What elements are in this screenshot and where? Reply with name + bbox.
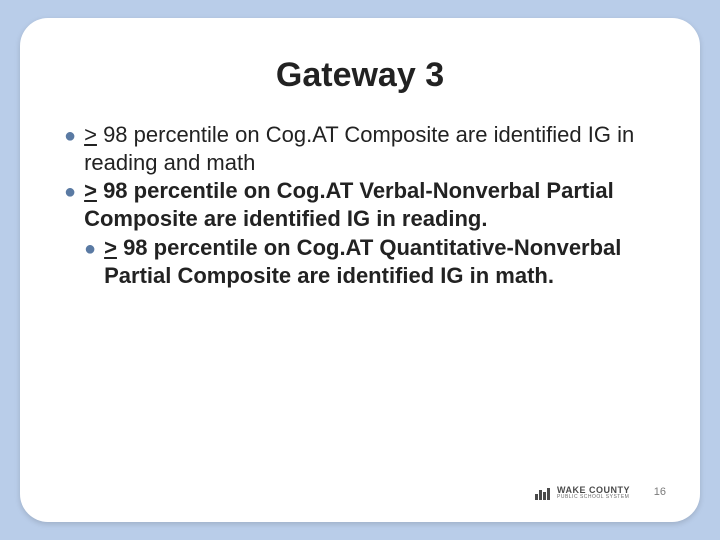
- logo-text: WAKE COUNTY PUBLIC SCHOOL SYSTEM: [557, 486, 630, 500]
- bullet-prefix: >: [84, 178, 97, 203]
- bullet-prefix: >: [84, 122, 97, 147]
- footer-logo: WAKE COUNTY PUBLIC SCHOOL SYSTEM: [535, 486, 630, 500]
- bullet-rest: 98 percentile on Cog.AT Composite are id…: [84, 122, 634, 175]
- bullet-text: > 98 percentile on Cog.AT Composite are …: [84, 121, 656, 177]
- slide-body: ● > 98 percentile on Cog.AT Composite ar…: [64, 121, 656, 290]
- bullet-row: ● > 98 percentile on Cog.AT Composite ar…: [64, 121, 656, 177]
- bullet-icon: ●: [64, 121, 76, 150]
- bullet-rest: 98 percentile on Cog.AT Verbal-Nonverbal…: [84, 178, 614, 231]
- slide-title: Gateway 3: [64, 56, 656, 95]
- logo-line2: PUBLIC SCHOOL SYSTEM: [557, 495, 630, 500]
- logo-mark-icon: [535, 486, 551, 500]
- bullet-prefix: >: [104, 235, 117, 260]
- bullet-rest: 98 percentile on Cog.AT Quantitative-Non…: [104, 235, 621, 288]
- bullet-text: > 98 percentile on Cog.AT Quantitative-N…: [104, 234, 656, 290]
- bullet-icon: ●: [64, 177, 76, 206]
- bullet-text: > 98 percentile on Cog.AT Verbal-Nonverb…: [84, 177, 656, 233]
- slide-background: Gateway 3 ● > 98 percentile on Cog.AT Co…: [0, 0, 720, 540]
- bullet-icon: ●: [84, 234, 96, 263]
- slide-card: Gateway 3 ● > 98 percentile on Cog.AT Co…: [20, 18, 700, 522]
- slide-number: 16: [654, 486, 666, 498]
- bullet-row: ● > 98 percentile on Cog.AT Verbal-Nonve…: [64, 177, 656, 233]
- bullet-row: ● > 98 percentile on Cog.AT Quantitative…: [64, 234, 656, 290]
